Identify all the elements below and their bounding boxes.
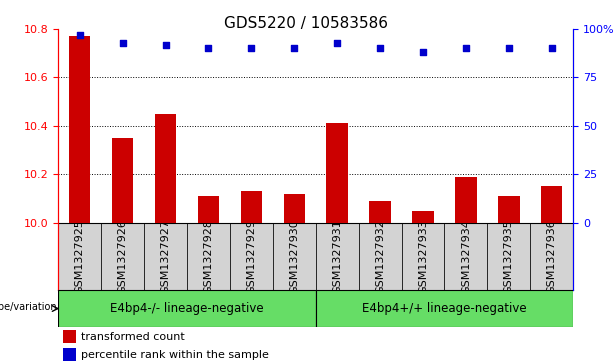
Bar [197, 196, 219, 223]
Text: GSM1327929: GSM1327929 [246, 219, 256, 294]
Bar [112, 138, 134, 223]
Text: GDS5220 / 10583586: GDS5220 / 10583586 [224, 16, 389, 31]
Point [161, 42, 170, 48]
Bar [63, 348, 76, 361]
Bar [187, 223, 230, 290]
Text: GSM1327925: GSM1327925 [75, 219, 85, 294]
Text: GSM1327932: GSM1327932 [375, 219, 385, 294]
Bar [327, 123, 348, 223]
Bar [316, 290, 573, 327]
Bar [541, 186, 563, 223]
Point [289, 45, 299, 51]
Text: GSM1327934: GSM1327934 [461, 219, 471, 294]
Text: percentile rank within the sample: percentile rank within the sample [82, 350, 269, 360]
Bar [273, 223, 316, 290]
Point [504, 45, 514, 51]
Bar [144, 223, 187, 290]
Bar [444, 223, 487, 290]
Bar [230, 223, 273, 290]
Bar [241, 191, 262, 223]
Text: transformed count: transformed count [82, 331, 185, 342]
Point [75, 32, 85, 38]
Point [418, 49, 428, 55]
Text: GSM1327927: GSM1327927 [161, 219, 170, 294]
Bar [530, 223, 573, 290]
Bar [455, 177, 477, 223]
Point [118, 40, 128, 45]
Bar [359, 223, 402, 290]
Bar [402, 223, 444, 290]
Text: GSM1327936: GSM1327936 [547, 219, 557, 294]
Bar [63, 330, 76, 343]
Bar [412, 211, 434, 223]
Bar [69, 36, 91, 223]
Point [204, 45, 213, 51]
Text: E4bp4+/+ lineage-negative: E4bp4+/+ lineage-negative [362, 302, 527, 315]
Bar [101, 223, 144, 290]
Bar [498, 196, 520, 223]
Bar [284, 193, 305, 223]
Text: GSM1327931: GSM1327931 [332, 219, 342, 294]
Bar [58, 290, 316, 327]
Text: GSM1327926: GSM1327926 [118, 219, 128, 294]
Point [547, 45, 557, 51]
Point [461, 45, 471, 51]
Bar [154, 114, 177, 223]
Text: GSM1327930: GSM1327930 [289, 219, 299, 294]
Text: GSM1327928: GSM1327928 [204, 219, 213, 294]
Bar [369, 201, 391, 223]
Bar [487, 223, 530, 290]
Text: genotype/variation: genotype/variation [0, 302, 57, 312]
Bar [316, 223, 359, 290]
Bar [58, 223, 101, 290]
Point [375, 45, 385, 51]
Text: E4bp4-/- lineage-negative: E4bp4-/- lineage-negative [110, 302, 264, 315]
Point [332, 40, 342, 45]
Text: GSM1327935: GSM1327935 [504, 219, 514, 294]
Point [246, 45, 256, 51]
Text: GSM1327933: GSM1327933 [418, 219, 428, 294]
